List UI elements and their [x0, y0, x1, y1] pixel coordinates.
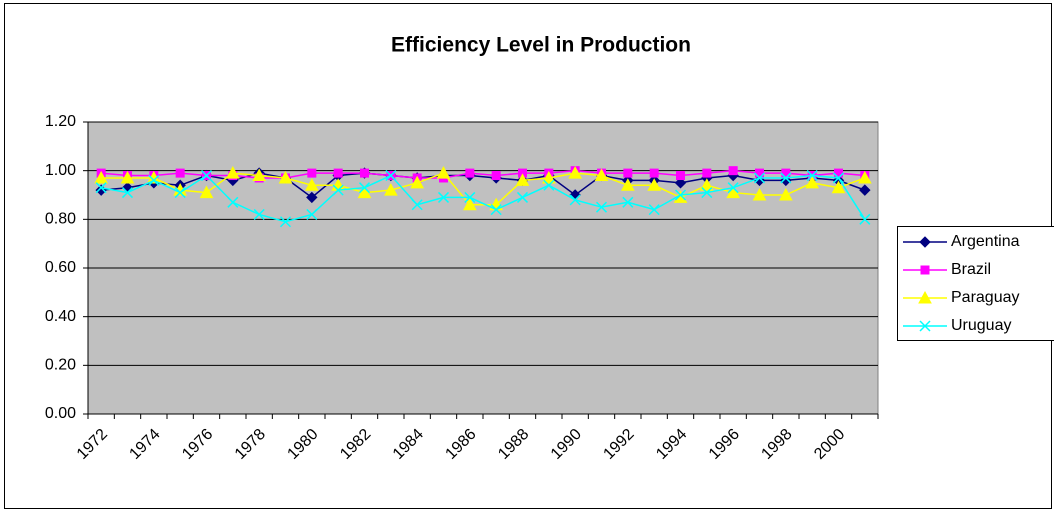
marker [279, 216, 292, 228]
marker [253, 208, 265, 220]
marker [95, 182, 107, 194]
marker [437, 191, 450, 203]
marker [148, 174, 160, 186]
marker [780, 172, 792, 184]
marker [304, 178, 319, 191]
marker [516, 191, 529, 203]
legend-marker [919, 236, 931, 248]
marker [595, 201, 608, 213]
y-tick-label: 0.80 [45, 211, 76, 228]
legend-marker [918, 290, 932, 304]
marker [727, 182, 739, 194]
marker [702, 168, 712, 178]
marker [515, 173, 530, 186]
marker [728, 166, 738, 176]
legend-label: Paraguay [951, 289, 1020, 306]
marker [464, 191, 476, 203]
marker [753, 172, 766, 184]
marker [857, 170, 872, 184]
marker [121, 187, 134, 199]
marker [859, 184, 871, 196]
marker [307, 168, 317, 178]
marker [569, 194, 581, 206]
marker [699, 178, 714, 191]
y-tick-label: 1.00 [45, 162, 76, 179]
marker [383, 183, 398, 196]
marker [436, 166, 451, 179]
legend-marker [919, 320, 931, 332]
y-tick-label: 0.20 [45, 357, 76, 374]
marker [726, 185, 741, 199]
marker [306, 191, 318, 204]
marker [490, 204, 502, 216]
marker [252, 168, 267, 182]
marker [778, 187, 793, 201]
marker [859, 213, 871, 225]
marker [649, 168, 659, 178]
marker [623, 168, 633, 178]
legend-label: Argentina [951, 233, 1020, 250]
y-tick-label: 0.60 [45, 259, 76, 276]
marker [647, 178, 662, 191]
marker [410, 175, 425, 189]
marker [225, 166, 240, 179]
marker [568, 166, 583, 179]
marker [227, 196, 239, 208]
legend-label: Brazil [951, 261, 991, 278]
y-tick-label: 0.00 [45, 405, 76, 422]
y-tick-label: 0.40 [45, 308, 76, 325]
marker [543, 179, 555, 191]
marker [806, 170, 818, 182]
chart-title: Efficiency Level in Production [391, 34, 691, 57]
marker [175, 168, 185, 178]
marker [832, 172, 845, 184]
marker [94, 170, 109, 184]
marker [752, 187, 767, 201]
marker [676, 171, 685, 181]
marker [620, 178, 635, 191]
marker [831, 180, 846, 194]
marker [674, 189, 687, 201]
marker [385, 170, 397, 182]
marker [465, 168, 475, 178]
marker [622, 196, 634, 208]
marker [199, 185, 214, 199]
marker [674, 177, 687, 189]
marker [332, 184, 344, 196]
legend-marker [920, 265, 930, 275]
y-tick-label: 1.20 [45, 113, 76, 130]
marker [120, 170, 135, 184]
marker [333, 168, 343, 178]
legend-label: Uruguay [951, 317, 1011, 334]
series [95, 170, 871, 228]
marker [541, 170, 556, 184]
marker [491, 171, 501, 181]
series [94, 166, 872, 211]
marker [174, 187, 186, 199]
marker [358, 182, 371, 194]
marker [805, 175, 820, 189]
marker [648, 204, 660, 216]
marker [462, 197, 477, 211]
marker [411, 199, 423, 211]
marker [360, 168, 369, 178]
marker [278, 170, 293, 184]
marker [594, 168, 609, 182]
marker [701, 187, 713, 199]
marker [306, 208, 318, 220]
marker [357, 185, 372, 199]
marker [200, 170, 213, 182]
